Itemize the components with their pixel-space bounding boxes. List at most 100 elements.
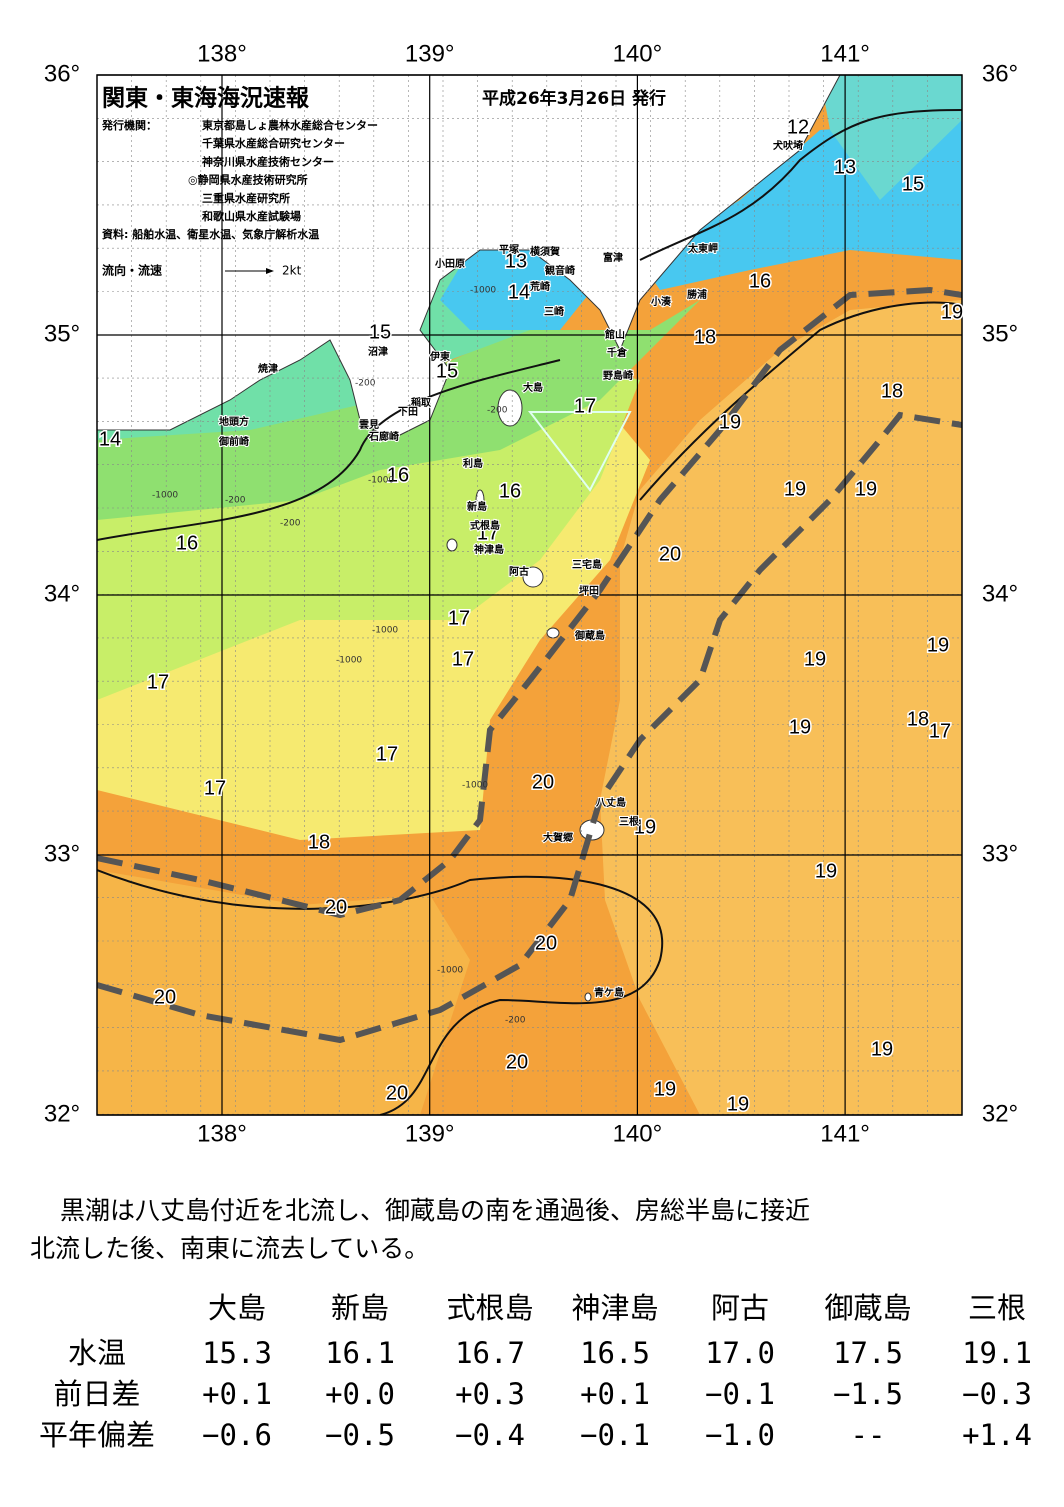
- depth-label: -200: [280, 519, 301, 529]
- place-name: 青ケ島: [594, 986, 624, 999]
- issuer: 神奈川県水産技術センター: [202, 154, 334, 168]
- place-name: 八丈島: [595, 796, 626, 809]
- depth-label: -200: [225, 496, 246, 506]
- place-name: 下田: [398, 406, 418, 418]
- place-name: 伊東: [429, 350, 450, 363]
- table-cell: +0.1: [202, 1377, 272, 1411]
- lat-label: 34°: [44, 580, 80, 607]
- legend-scale: 2kt: [282, 264, 302, 278]
- contour-label: 13: [505, 250, 527, 272]
- issuer: 千葉県水産総合研究センター: [202, 136, 345, 150]
- table-cell: +0.1: [580, 1377, 650, 1411]
- place-name: 三崎: [544, 305, 564, 318]
- contour-label: 16: [387, 464, 409, 486]
- contour-label: 17: [574, 395, 596, 417]
- contour-label: 19: [634, 816, 656, 838]
- place-name: 館山: [604, 328, 625, 341]
- contour-label: 18: [694, 326, 716, 348]
- legend-arrow: [266, 268, 274, 274]
- table-cell: 17.5: [833, 1336, 903, 1370]
- contour-label: 14: [99, 428, 121, 450]
- place-name: 焼津: [258, 362, 278, 375]
- lat-label: 34°: [982, 580, 1018, 607]
- depth-label: -200: [487, 406, 508, 416]
- table-cell: 16.1: [325, 1336, 395, 1370]
- lon-label: 141°: [820, 40, 870, 67]
- place-name: 御前崎: [218, 435, 249, 448]
- contour-label: 17: [448, 607, 470, 629]
- contour-label: 17: [147, 671, 169, 693]
- depth-label: -1000: [462, 781, 488, 791]
- table-cell: −0.5: [325, 1418, 395, 1452]
- table-header: 式根島: [446, 1291, 533, 1325]
- lat-label: 36°: [44, 60, 80, 87]
- contour-label: 18: [308, 831, 330, 853]
- sea-area: [97, 870, 470, 1115]
- lat-label: 32°: [44, 1100, 80, 1127]
- row-label: 前日差: [53, 1377, 140, 1411]
- depth-label: -1000: [152, 491, 178, 501]
- depth-label: -1000: [372, 626, 398, 636]
- place-name: 三宅島: [572, 558, 602, 571]
- contour-label: 20: [325, 896, 347, 918]
- contour-label: 19: [719, 411, 741, 433]
- place-name: 太東岬: [687, 242, 718, 255]
- contour-label: 20: [154, 986, 176, 1008]
- place-name: 小湊: [650, 295, 672, 308]
- contour-label: 19: [804, 648, 826, 670]
- table-header: 神津島: [571, 1291, 658, 1325]
- place-name: 富津: [603, 251, 623, 264]
- lon-label: 139°: [405, 1120, 455, 1147]
- contour-label: 19: [871, 1038, 893, 1060]
- table-cell: +0.0: [325, 1377, 395, 1411]
- place-name: 千倉: [607, 346, 628, 359]
- place-name: 勝浦: [687, 288, 707, 301]
- lat-label: 36°: [982, 60, 1018, 87]
- place-name: 稲取: [411, 396, 432, 409]
- table-cell: 19.1: [962, 1336, 1032, 1370]
- issuer: 三重県水産研究所: [202, 191, 290, 205]
- contour-label: 17: [477, 522, 499, 544]
- place-name: 新島: [467, 500, 487, 513]
- kuroshio-axis: [97, 411, 962, 1044]
- contour-label: 20: [506, 1051, 528, 1073]
- lon-label: 138°: [197, 1120, 247, 1147]
- place-name: 大島: [523, 381, 543, 394]
- contour-label: 18: [907, 708, 929, 730]
- table-cell: +1.4: [962, 1418, 1032, 1452]
- depth-label: -1000: [437, 966, 463, 976]
- lat-label: 33°: [44, 840, 80, 867]
- issuer: 和歌山県水産試験場: [202, 209, 301, 223]
- depth-label: -1000: [470, 286, 496, 296]
- place-name: 利島: [463, 457, 483, 470]
- contour-label: 17: [929, 720, 951, 742]
- contour-label: 18: [881, 380, 903, 402]
- lat-label: 33°: [982, 840, 1018, 867]
- place-name: 地頭方: [219, 415, 249, 428]
- depth-label: -200: [505, 1016, 526, 1026]
- lon-label: 141°: [820, 1120, 870, 1147]
- table-cell: −0.3: [962, 1377, 1032, 1411]
- table-cell: −0.1: [705, 1377, 775, 1411]
- place-name: 荒崎: [529, 280, 550, 293]
- table-cell: −0.4: [455, 1418, 525, 1452]
- land: [97, 75, 841, 441]
- table-cell: −1.5: [833, 1377, 903, 1411]
- contour-label: 15: [902, 173, 924, 195]
- lat-label: 35°: [44, 320, 80, 347]
- table-header: 御蔵島: [824, 1291, 911, 1325]
- contour-label: 19: [654, 1078, 676, 1100]
- lon-label: 138°: [197, 40, 247, 67]
- map-title: 関東・東海海況速報: [102, 85, 310, 112]
- contour-label: 16: [176, 532, 198, 554]
- contour-label: 15: [369, 321, 391, 343]
- table-cell: 17.0: [705, 1336, 775, 1370]
- table-header: 大島: [208, 1291, 266, 1325]
- contour-label: 19: [855, 478, 877, 500]
- place-name: 横須賀: [530, 245, 560, 258]
- table-cell: --: [851, 1418, 886, 1452]
- islands: [446, 389, 605, 1002]
- contour-label: 19: [784, 478, 806, 500]
- place-name: 神津島: [474, 543, 504, 556]
